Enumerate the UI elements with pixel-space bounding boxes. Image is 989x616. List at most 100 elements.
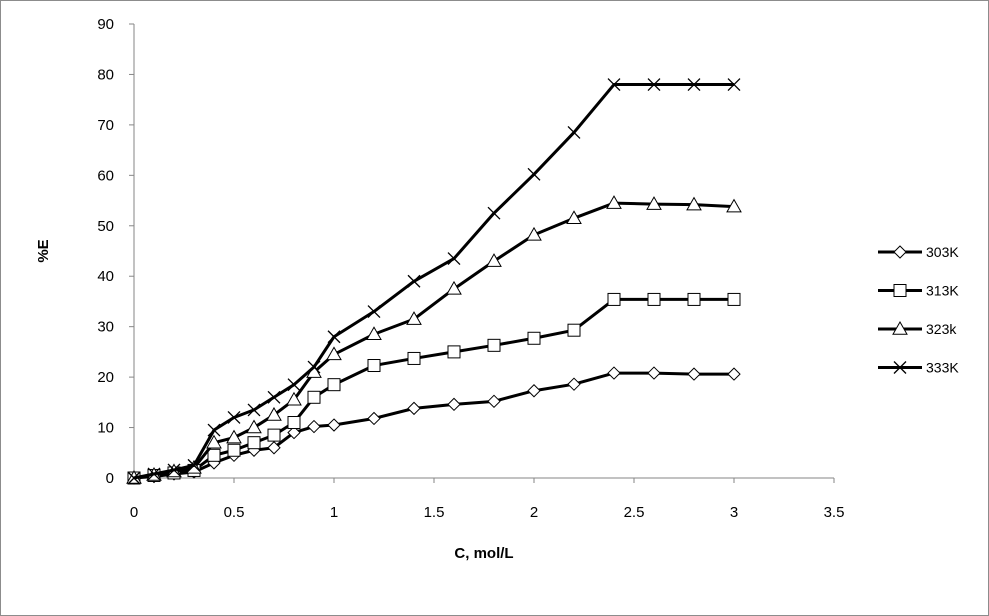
y-tick-label: 10 bbox=[97, 420, 114, 437]
y-tick-label: 40 bbox=[97, 268, 114, 285]
data-point bbox=[326, 346, 342, 361]
data-point bbox=[567, 323, 581, 337]
y-tick-label: 30 bbox=[97, 319, 114, 336]
series-333k bbox=[127, 78, 741, 485]
data-point bbox=[286, 391, 302, 406]
data-point bbox=[307, 360, 321, 374]
data-point bbox=[486, 253, 502, 267]
legend-label: 313K bbox=[926, 283, 959, 299]
data-point bbox=[206, 434, 222, 449]
axes bbox=[133, 24, 834, 479]
data-point bbox=[287, 378, 301, 392]
data-point bbox=[327, 378, 341, 392]
series-313k bbox=[127, 292, 741, 485]
data-point bbox=[647, 78, 661, 91]
y-tick-label: 90 bbox=[97, 16, 114, 33]
data-point bbox=[227, 443, 241, 457]
y-tick-label: 80 bbox=[97, 66, 114, 83]
data-point bbox=[267, 441, 281, 455]
data-point bbox=[247, 436, 261, 450]
data-point bbox=[287, 416, 301, 430]
data-point bbox=[607, 366, 621, 380]
data-point bbox=[727, 292, 741, 306]
data-point bbox=[366, 326, 382, 340]
data-point bbox=[687, 292, 701, 306]
series-line bbox=[133, 297, 734, 480]
x-tick-label: 1.5 bbox=[424, 504, 445, 521]
data-point bbox=[367, 359, 381, 373]
data-point bbox=[407, 401, 421, 416]
data-point bbox=[267, 428, 281, 442]
data-point bbox=[406, 311, 422, 325]
x-tick-label: 2 bbox=[530, 504, 538, 521]
data-point bbox=[246, 419, 262, 434]
data-point bbox=[526, 226, 542, 241]
x-tick-label: 0 bbox=[130, 504, 138, 521]
y-tick-label: 0 bbox=[106, 470, 114, 487]
data-point bbox=[267, 390, 281, 404]
data-point bbox=[727, 367, 741, 381]
data-point bbox=[367, 305, 381, 318]
x-tick-label: 3 bbox=[730, 504, 738, 521]
legend-label: 323k bbox=[926, 321, 957, 337]
x-axis-ticks: 0 0.5 1 1.5 2 2.5 3 3.5 bbox=[130, 478, 845, 521]
legend-entry: 323k bbox=[878, 320, 957, 337]
series-layer bbox=[126, 78, 742, 485]
data-point bbox=[226, 429, 242, 444]
legend-marker bbox=[893, 284, 907, 297]
legend-entry: 313K bbox=[878, 283, 959, 299]
data-point bbox=[227, 411, 241, 424]
y-axis-title: %E bbox=[35, 239, 52, 262]
series-323k bbox=[126, 195, 742, 484]
data-point bbox=[247, 403, 261, 417]
data-point bbox=[447, 345, 461, 359]
data-point bbox=[327, 330, 341, 344]
data-point bbox=[607, 78, 621, 91]
data-point bbox=[567, 125, 581, 139]
data-point bbox=[727, 78, 741, 91]
y-tick-label: 50 bbox=[97, 218, 114, 235]
data-point bbox=[606, 195, 622, 209]
data-point bbox=[726, 198, 742, 213]
data-point bbox=[127, 471, 141, 485]
data-point bbox=[147, 467, 161, 481]
y-tick-label: 20 bbox=[97, 369, 114, 386]
x-axis-title: C, mol/L bbox=[454, 545, 513, 562]
data-point bbox=[487, 206, 501, 220]
data-point bbox=[167, 463, 181, 477]
data-point bbox=[646, 196, 662, 210]
legend-marker bbox=[893, 245, 907, 259]
data-point bbox=[266, 406, 282, 421]
data-point bbox=[407, 274, 421, 288]
data-point bbox=[647, 292, 661, 306]
data-point bbox=[407, 351, 421, 365]
data-point bbox=[446, 280, 462, 295]
y-tick-label: 70 bbox=[97, 117, 114, 134]
y-tick-label: 60 bbox=[97, 167, 114, 184]
legend: 303K 313K 323k 333K bbox=[878, 244, 959, 376]
data-point bbox=[567, 377, 581, 391]
legend-entry: 303K bbox=[878, 244, 959, 260]
x-tick-label: 3.5 bbox=[824, 504, 845, 521]
legend-marker bbox=[893, 361, 907, 374]
data-point bbox=[307, 390, 321, 404]
data-point bbox=[187, 458, 201, 472]
data-point bbox=[687, 78, 701, 91]
legend-entry: 333K bbox=[878, 360, 959, 376]
data-point bbox=[447, 252, 461, 266]
y-axis-ticks: 0 10 20 30 40 50 60 70 80 90 bbox=[97, 16, 134, 487]
data-point bbox=[367, 411, 381, 426]
data-point bbox=[207, 448, 221, 462]
data-point bbox=[287, 425, 301, 440]
data-point bbox=[607, 292, 621, 306]
data-point bbox=[327, 418, 341, 432]
data-point bbox=[307, 419, 321, 434]
data-point bbox=[207, 423, 221, 437]
data-point bbox=[687, 367, 701, 381]
x-tick-label: 0.5 bbox=[224, 504, 245, 521]
series-line bbox=[133, 83, 734, 480]
data-point bbox=[527, 167, 541, 181]
legend-label: 303K bbox=[926, 244, 959, 260]
data-point bbox=[447, 397, 461, 412]
